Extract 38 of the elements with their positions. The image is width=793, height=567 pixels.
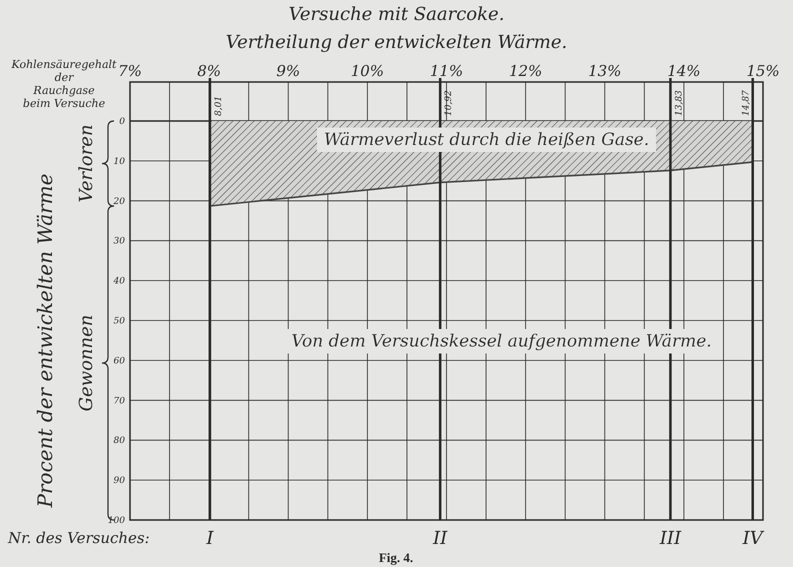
ref-line-label: 14,87 — [742, 90, 752, 116]
y-tick-label: 30 — [114, 236, 126, 247]
x-tick-label: 11% — [430, 62, 464, 80]
x-tick-label: 10% — [350, 62, 384, 80]
y-tick-label: 10 — [114, 156, 126, 167]
y-tick-label: 70 — [114, 396, 126, 406]
x-axis-title: Kohlensäuregehalt der Rauchgase beim Versuche — [10, 58, 118, 110]
caption: Fig. 4. — [378, 550, 414, 565]
ref-line-label: 13,83 — [674, 90, 684, 116]
y-tick-label: 0 — [119, 117, 126, 127]
ref-line-label: 10,92 — [444, 90, 454, 116]
text: I — [205, 528, 214, 549]
y-tick-label: 40 — [112, 276, 126, 287]
text: III — [658, 528, 682, 549]
y-tick-label: 100 — [108, 516, 126, 526]
text: IV — [742, 528, 765, 549]
x-tick-label: 13% — [588, 62, 622, 80]
text: II — [432, 528, 448, 549]
x-tick-label: 14% — [667, 62, 701, 80]
annotation: Wärmeverlust durch die heißen Gase. — [324, 130, 650, 150]
y-axis-title: Procent der entwickelten Wärme — [33, 174, 57, 508]
x-tick-label: 7% — [118, 62, 142, 80]
y-tick-label: 60 — [114, 356, 126, 366]
ref-line-label: 8,01 — [214, 96, 224, 116]
x-tick-label: 15% — [746, 62, 780, 80]
y-tick-label: 90 — [114, 476, 126, 486]
text: Gewonnen — [76, 314, 97, 412]
y-tick-label: 20 — [112, 196, 126, 207]
x-tick-label: 9% — [276, 62, 300, 80]
y-tick-label: 50 — [114, 316, 126, 326]
text: Nr. des Versuches: — [7, 529, 150, 547]
text: Verloren — [76, 124, 97, 203]
chart-subtitle: Vertheilung der entwickelten Wärme. — [226, 32, 568, 53]
annotation: Von dem Versuchskessel aufgenommene Wärme. — [291, 331, 712, 352]
x-tick-label: 8% — [197, 62, 222, 80]
y-tick-label: 80 — [114, 436, 126, 446]
chart-title: Versuche mit Saarcoke. — [288, 4, 504, 25]
x-tick-label: 12% — [508, 62, 542, 80]
